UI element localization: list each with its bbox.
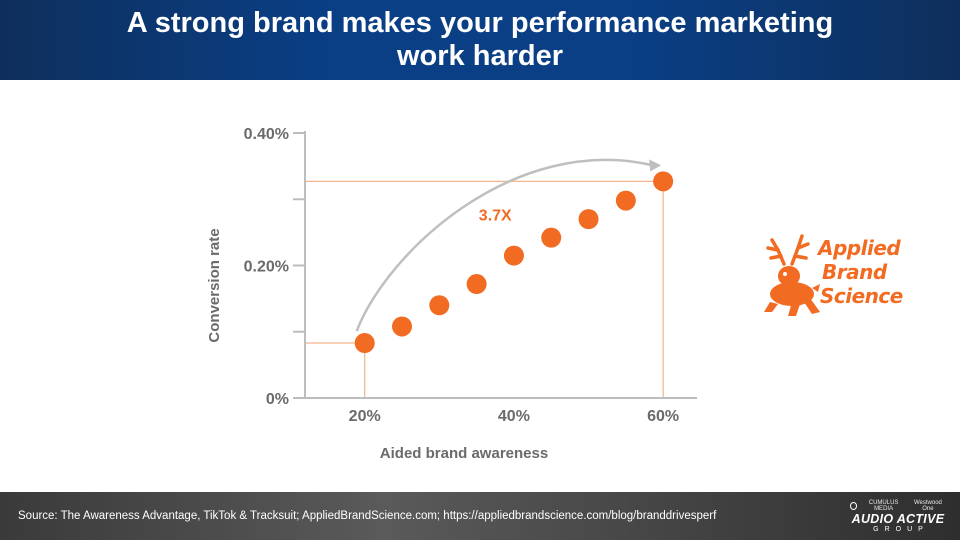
brand-top-right: Westwood One [913, 500, 942, 512]
data-point [578, 209, 599, 230]
x-tick-label: 20% [349, 408, 381, 425]
data-point [466, 274, 487, 295]
chart-area: 0% 0.20% 0.40% 20% 40% 60% Aided brand awarene… [195, 110, 715, 470]
logo-wordmark: Applied Brand Science [818, 236, 903, 308]
y-tick-label: 0.40% [244, 126, 289, 143]
data-point [653, 171, 674, 192]
x-tick-label: 60% [647, 408, 679, 425]
x-tick-label: 40% [498, 408, 530, 425]
applied-brand-science-logo: Applied Brand Science [762, 232, 912, 322]
logo-line-1: Applied [818, 236, 901, 260]
slide-title: A strong brand makes your performance ma… [126, 7, 834, 72]
guide-line-low [305, 342, 366, 398]
data-point [392, 316, 412, 337]
jackalope-icon [764, 234, 820, 316]
title-bar: A strong brand makes your performance ma… [0, 0, 960, 80]
x-axis-title: Aided brand awareness [380, 445, 548, 462]
brand-sub: GROUP [873, 526, 929, 533]
data-point [354, 333, 375, 354]
data-point [541, 227, 562, 248]
audio-active-group-logo: CUMULUS MEDIA Westwood One AUDIO ACTIVE … [850, 500, 946, 534]
brand-name: AUDIO ACTIVE [851, 512, 945, 526]
data-point [429, 295, 450, 316]
y-axis-title: Conversion rate [206, 228, 223, 342]
data-point [503, 245, 524, 266]
brand-top-row: CUMULUS MEDIA Westwood One [850, 500, 946, 512]
trend-arrow-line [355, 158, 654, 332]
trend-arrow-head [649, 159, 662, 172]
logo-line-3: Science [820, 284, 903, 308]
brand-top-left: CUMULUS MEDIA [868, 500, 899, 512]
annotation-label: 3.7X [479, 207, 512, 224]
data-point [615, 190, 636, 211]
footer-bar: Source: The Awareness Advantage, TikTok … [0, 492, 960, 540]
y-tick-label: 0.20% [244, 259, 289, 276]
logo-line-2: Brand [822, 260, 887, 284]
source-note: Source: The Awareness Advantage, TikTok … [18, 510, 717, 522]
cumulus-icon [850, 502, 858, 510]
y-tick-label: 0% [266, 391, 289, 408]
scatter-chart: 0% 0.20% 0.40% 20% 40% 60% Aided brand awarene… [206, 126, 697, 462]
